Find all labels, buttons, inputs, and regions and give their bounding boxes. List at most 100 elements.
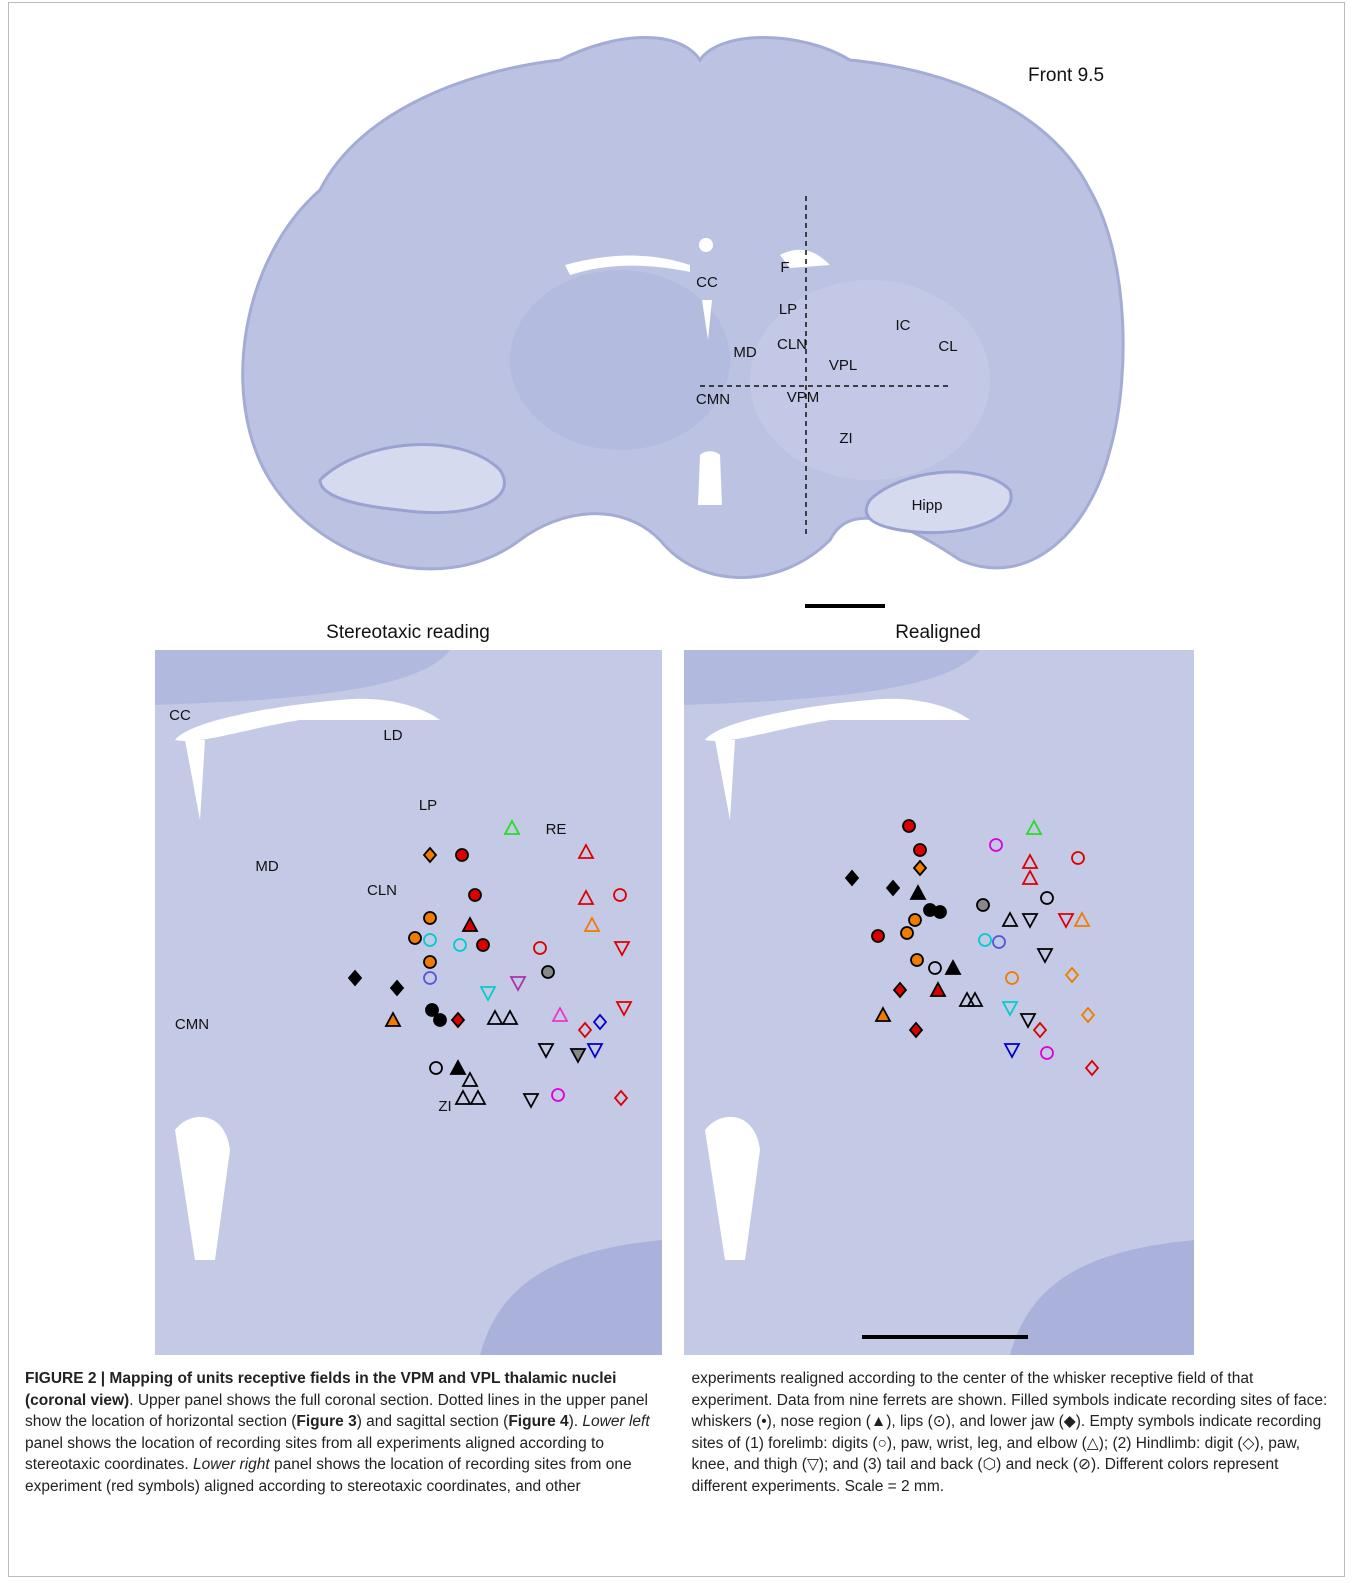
site-symbol — [613, 1089, 629, 1107]
site-symbol — [966, 991, 984, 1007]
region-label: CL — [938, 338, 957, 355]
caption-text: Lower left — [582, 1413, 650, 1431]
ventricle — [565, 255, 690, 275]
right-panel-structures — [684, 650, 1194, 1355]
site-symbol — [1084, 1059, 1100, 1077]
site-symbol — [1001, 1001, 1019, 1017]
site-symbol — [468, 888, 482, 902]
site-symbol — [989, 838, 1003, 852]
site-symbol — [1040, 1046, 1054, 1060]
region-label: CLN — [367, 882, 397, 899]
region-label: RE — [546, 821, 567, 838]
site-symbol — [461, 916, 479, 932]
region-label: CMN — [175, 1016, 209, 1033]
site-symbol — [425, 1003, 439, 1017]
region-label: IC — [896, 317, 911, 334]
site-symbol — [461, 1071, 479, 1087]
region-label: F — [780, 259, 789, 276]
region-label: VPM — [787, 389, 820, 406]
site-symbol — [423, 971, 437, 985]
site-symbol — [450, 1011, 466, 1029]
caption-text: FIGURE 2 | Mapping of units receptive fi… — [25, 1370, 617, 1409]
ventricle — [702, 300, 712, 340]
site-symbol — [486, 1009, 504, 1025]
caption: FIGURE 2 | Mapping of units receptive fi… — [25, 1368, 1330, 1568]
site-symbol — [976, 898, 990, 912]
region-label: CC — [696, 274, 718, 291]
site-symbol — [944, 959, 962, 975]
site-symbol — [885, 879, 901, 897]
site-symbol — [912, 859, 928, 877]
hippocampus — [864, 470, 1013, 535]
site-symbol — [423, 933, 437, 947]
frame — [8, 2, 1345, 1577]
region-label: VPL — [829, 357, 857, 374]
caption-text: Figure 4 — [508, 1413, 569, 1431]
site-symbol — [992, 935, 1006, 949]
site-symbol — [908, 913, 922, 927]
caption-text: ) and sagittal section ( — [356, 1413, 509, 1431]
panel-title: Stereotaxic reading — [326, 622, 490, 643]
site-symbol — [522, 1093, 540, 1109]
ventricle — [699, 238, 713, 252]
site-symbol — [586, 1043, 604, 1059]
site-symbol — [423, 911, 437, 925]
left-panel-structures — [155, 650, 662, 1355]
region-label: LD — [383, 727, 402, 744]
site-symbol — [1021, 869, 1039, 885]
ventricle — [780, 249, 830, 268]
stage-label: Front 9.5 — [1028, 65, 1104, 86]
site-symbol — [469, 1089, 487, 1105]
ventricle — [698, 451, 722, 505]
caption-text: Lower right — [193, 1456, 270, 1474]
site-symbol — [476, 938, 490, 952]
site-symbol — [541, 965, 555, 979]
caption-text: . Upper panel shows the full coronal sec… — [25, 1391, 648, 1431]
recording-sites — [347, 819, 1100, 1109]
site-symbol — [892, 981, 908, 999]
thalamus-shade — [510, 270, 730, 450]
region-label: LP — [779, 301, 797, 318]
site-symbol — [1025, 819, 1043, 835]
site-symbol — [454, 1089, 472, 1105]
site-symbol — [844, 869, 860, 887]
site-symbol — [933, 905, 947, 919]
site-symbol — [389, 979, 405, 997]
site-symbol — [592, 1013, 608, 1031]
site-symbol — [615, 1001, 633, 1017]
site-symbol — [1003, 1043, 1021, 1059]
site-symbol — [577, 1021, 593, 1039]
panel-title: Realigned — [895, 622, 981, 643]
site-symbol — [1057, 913, 1075, 929]
site-symbol — [908, 1021, 924, 1039]
site-symbol — [913, 843, 927, 857]
site-symbol — [533, 941, 547, 955]
site-symbol — [423, 955, 437, 969]
site-symbol — [900, 926, 914, 940]
site-symbol — [978, 933, 992, 947]
left-labels: CC LD LP RE MD CLN CMN ZI — [169, 707, 566, 1115]
site-symbol — [537, 1043, 555, 1059]
site-symbol — [874, 1006, 892, 1022]
site-symbol — [384, 1011, 402, 1027]
left-panel — [155, 650, 662, 1355]
site-symbol — [1040, 891, 1054, 905]
site-symbol — [1036, 948, 1054, 964]
site-symbol — [1071, 851, 1085, 865]
site-symbol — [1021, 853, 1039, 869]
site-symbol — [577, 843, 595, 859]
region-label: CMN — [696, 391, 730, 408]
site-symbol — [449, 1059, 467, 1075]
site-symbol — [1080, 1006, 1096, 1024]
site-symbol — [583, 916, 601, 932]
thalamus-shade — [750, 280, 990, 480]
site-symbol — [503, 819, 521, 835]
site-symbol — [871, 929, 885, 943]
region-label: ZI — [438, 1098, 451, 1115]
right-panel — [684, 650, 1194, 1355]
region-label: LP — [419, 797, 437, 814]
site-symbol — [613, 888, 627, 902]
site-symbol — [1073, 911, 1091, 927]
caption-text: ). — [568, 1413, 583, 1431]
